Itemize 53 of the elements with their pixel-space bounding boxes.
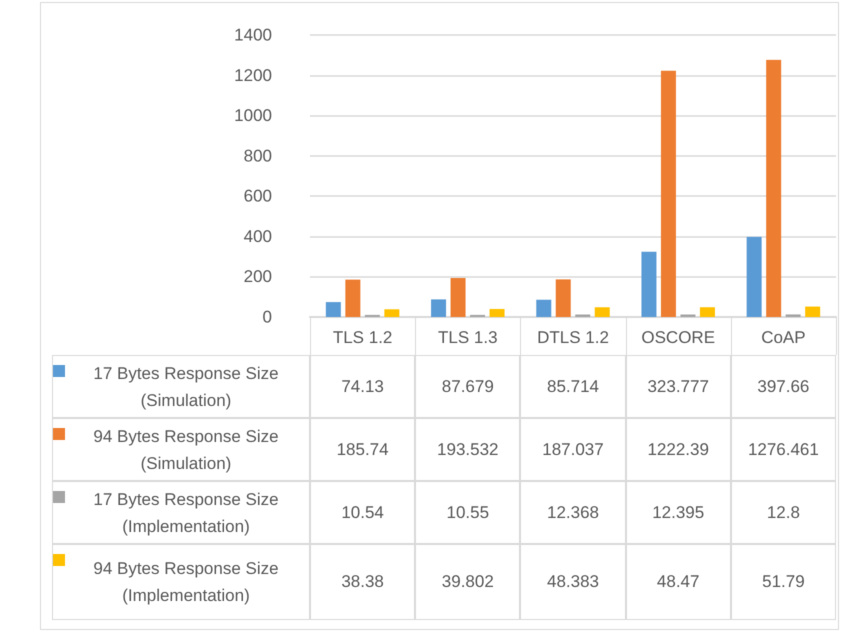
y-tick-label: 600 xyxy=(244,186,272,206)
bar xyxy=(536,300,552,317)
y-tick-label: 1200 xyxy=(234,66,272,85)
data-label: 39.802 xyxy=(415,544,520,620)
bar xyxy=(660,70,676,317)
data-label: 10.54 xyxy=(310,481,416,544)
y-tick-label: 200 xyxy=(244,267,272,286)
y-tick-label: 1400 xyxy=(234,26,272,44)
y-tick-label: 1000 xyxy=(234,106,272,126)
bar xyxy=(326,302,341,317)
y-tick-label: 400 xyxy=(244,226,272,246)
bar xyxy=(700,307,715,317)
data-label: 187.037 xyxy=(520,418,626,481)
bar xyxy=(786,314,801,317)
legend-label: 94 Bytes Response Size (Implementation) xyxy=(92,558,280,607)
x-tick-label: OSCORE xyxy=(641,328,716,347)
y-tick-label: 800 xyxy=(244,146,272,166)
legend-label: 17 Bytes Response Size (Implementation) xyxy=(92,488,280,538)
data-label: 12.8 xyxy=(730,481,836,544)
bar xyxy=(431,299,446,317)
data-label: 74.13 xyxy=(310,355,416,418)
x-tick-label: CoAP xyxy=(761,328,806,347)
data-label: 12.368 xyxy=(520,481,626,544)
x-tick-label: TLS 1.3 xyxy=(438,328,498,347)
data-label: 397.66 xyxy=(730,355,836,418)
bar xyxy=(384,309,400,317)
data-label: 48.47 xyxy=(626,544,731,620)
data-label: 85.714 xyxy=(520,355,626,418)
data-label: 10.55 xyxy=(415,481,520,544)
bar xyxy=(345,280,360,317)
legend-label: 17 Bytes Response Size (Simulation) xyxy=(92,362,280,412)
bar xyxy=(556,279,571,317)
bar xyxy=(746,236,762,317)
bar xyxy=(450,278,466,317)
data-label: 323.777 xyxy=(626,355,731,418)
data-label: 12.395 xyxy=(626,481,731,544)
data-label: 1276.461 xyxy=(730,418,836,481)
data-label: 38.38 xyxy=(310,544,416,620)
bar xyxy=(594,307,610,317)
data-label: 1222.39 xyxy=(626,418,731,481)
bar xyxy=(490,308,505,317)
bar xyxy=(641,252,656,317)
x-tick-label: DTLS 1.2 xyxy=(537,328,609,347)
data-label: 87.679 xyxy=(415,355,520,418)
legend-label: 94 Bytes Response Size (Simulation) xyxy=(92,426,280,474)
y-tick-label: 0 xyxy=(262,308,272,326)
bar xyxy=(805,306,820,317)
data-label: 48.383 xyxy=(520,544,626,620)
x-tick-label: TLS 1.2 xyxy=(332,328,392,347)
data-label: 51.79 xyxy=(730,544,836,620)
data-label: 193.532 xyxy=(415,418,520,481)
bar xyxy=(766,60,782,317)
data-label: 185.74 xyxy=(310,418,416,481)
